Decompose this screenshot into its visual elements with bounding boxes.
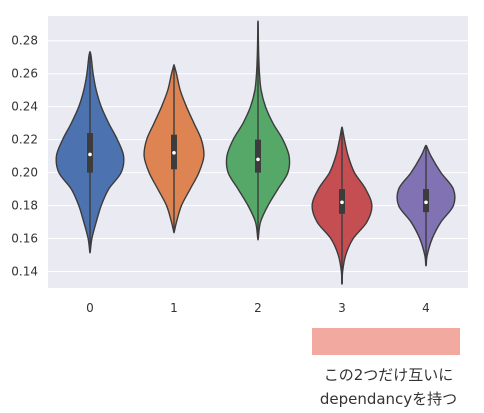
x-tick-label: 2 [254,301,262,315]
y-tick-labels: 0.14 0.16 0.18 0.20 0.22 0.24 0.26 0.28 [11,34,38,279]
highlight-box [312,328,460,355]
violin-1 [143,64,205,234]
violin-4 [396,144,456,267]
y-tick-label: 0.14 [11,265,38,279]
y-tick-label: 0.18 [11,199,38,213]
violin-0 [55,51,125,254]
median-point [88,152,92,157]
y-tick-label: 0.16 [11,232,38,246]
violin-2 [225,20,291,241]
y-tick-label: 0.26 [11,67,38,81]
annotation-line-1: この2つだけ互いに [323,366,454,384]
y-tick-label: 0.24 [11,100,38,114]
y-tick-label: 0.28 [11,34,38,48]
violins [55,20,456,285]
violin-3 [311,126,373,285]
annotation-line-2: dependancyを持つ [319,390,458,408]
x-tick-labels: 0 1 2 3 4 [86,301,430,315]
median-point [256,157,260,162]
x-tick-label: 1 [170,301,178,315]
x-tick-label: 3 [338,301,346,315]
x-tick-label: 4 [422,301,430,315]
y-tick-label: 0.20 [11,166,38,180]
iqr-box [255,139,261,173]
median-point [172,151,176,155]
median-point [424,200,428,205]
x-tick-label: 0 [86,301,94,315]
y-tick-label: 0.22 [11,133,38,147]
median-point [340,200,344,205]
